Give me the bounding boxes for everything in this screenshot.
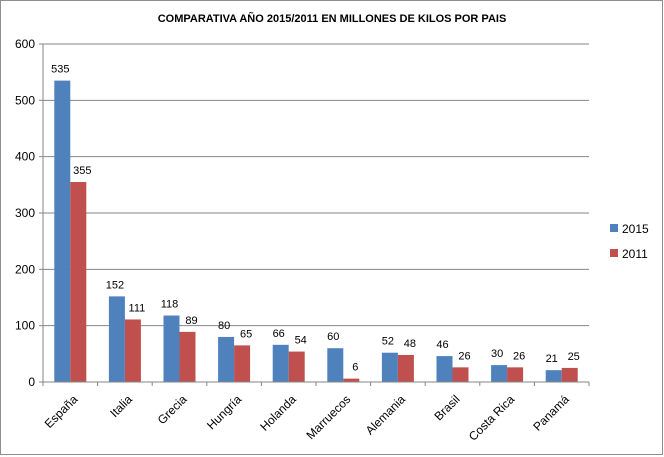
legend: 2015 2011 <box>610 222 649 261</box>
data-label-2015-Panamá: 21 <box>546 353 558 365</box>
chart-title: COMPARATIVA AÑO 2015/2011 EN MILLONES DE… <box>158 12 507 25</box>
y-tick-label: 200 <box>15 262 35 276</box>
y-tick-label: 500 <box>15 93 35 107</box>
x-tick-label: Costa Rica <box>466 392 518 444</box>
data-label-2015-Brasil: 46 <box>436 339 448 351</box>
bar-2015-Italia <box>108 296 125 382</box>
data-label-2011-Costa Rica: 26 <box>513 350 525 362</box>
y-tick-label: 0 <box>28 375 35 389</box>
y-tick-label: 300 <box>15 206 35 220</box>
x-tick-label: Marruecos <box>303 392 353 442</box>
bar-2011-España <box>70 182 87 382</box>
data-label-2015-Costa Rica: 30 <box>491 348 503 360</box>
data-label-2011-Panamá: 25 <box>568 351 580 363</box>
y-tick-label: 400 <box>15 150 35 164</box>
data-label-2011-Grecia: 89 <box>185 315 197 327</box>
y-tick-label: 100 <box>15 319 35 333</box>
bar-2011-Brasil <box>452 367 469 382</box>
bar-2015-Costa Rica <box>491 365 508 382</box>
data-label-2015-Holanda: 66 <box>273 328 285 340</box>
legend-swatch-2015 <box>610 224 618 232</box>
data-labels: 535 355 152 111 118 89 80 65 66 54 60 6 52 48 46 26 30 26… <box>51 64 580 374</box>
data-label-2015-Grecia: 118 <box>161 299 179 311</box>
bar-2011-Grecia <box>179 331 196 382</box>
data-label-2011-Brasil: 26 <box>458 350 470 362</box>
bar-2015-Hungría <box>218 336 235 382</box>
x-tick-label: Brasil <box>431 392 462 423</box>
data-label-2011-Holanda: 54 <box>295 335 307 347</box>
data-label-2015-Marruecos: 60 <box>327 331 339 343</box>
data-label-2015-Italia: 152 <box>106 279 124 291</box>
data-label-2011-Alemania: 48 <box>404 338 416 350</box>
data-label-2015-Alemania: 52 <box>382 336 394 348</box>
x-tick-label: Italia <box>107 392 135 420</box>
data-label-2011-España: 355 <box>73 165 91 177</box>
bar-2011-Hungría <box>234 345 251 382</box>
bars <box>54 80 578 382</box>
x-tick-label: Alemania <box>363 392 409 438</box>
bar-2011-Holanda <box>288 351 305 382</box>
bar-2015-España <box>54 80 71 382</box>
bar-2015-Brasil <box>436 356 453 382</box>
bar-2011-Italia <box>124 319 141 382</box>
bar-2015-Grecia <box>163 315 180 382</box>
data-label-2011-Marruecos: 6 <box>352 362 358 374</box>
bar-2011-Panamá <box>561 367 578 382</box>
bar-2011-Marruecos <box>343 378 360 382</box>
bar-2011-Costa Rica <box>507 367 524 382</box>
bar-2011-Alemania <box>397 354 414 382</box>
legend-swatch-2011 <box>610 249 618 257</box>
x-tick-label: Grecia <box>155 392 190 427</box>
data-label-2015-España: 535 <box>51 64 69 76</box>
bar-2015-Alemania <box>381 352 398 382</box>
x-tick-label: Panamá <box>530 392 572 434</box>
x-tick-label: España <box>42 392 81 431</box>
x-axis: España Italia Grecia Hungría Holanda Marrueco… <box>42 381 590 444</box>
data-label-2011-Italia: 111 <box>129 302 146 314</box>
legend-label-2015: 2015 <box>622 222 649 236</box>
bar-2015-Holanda <box>272 344 289 382</box>
y-tick-label: 600 <box>15 37 35 51</box>
legend-label-2011: 2011 <box>622 247 648 261</box>
data-label-2011-Hungría: 65 <box>240 328 252 340</box>
x-tick-label: Holanda <box>257 392 299 434</box>
x-tick-label: Hungría <box>204 392 244 432</box>
bar-2015-Marruecos <box>327 348 344 382</box>
y-axis: 0 100 200 300 400 500 600 <box>15 37 44 389</box>
bar-2015-Panamá <box>545 370 562 382</box>
data-label-2015-Hungría: 80 <box>218 320 230 332</box>
